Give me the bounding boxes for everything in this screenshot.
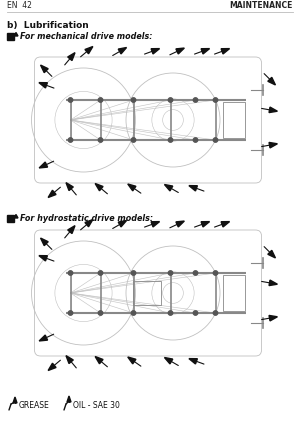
Polygon shape (13, 397, 17, 403)
Circle shape (98, 138, 103, 142)
Bar (223, 102, 244, 138)
Polygon shape (68, 53, 75, 60)
Polygon shape (66, 356, 73, 363)
Circle shape (193, 98, 198, 102)
Circle shape (68, 311, 73, 315)
Polygon shape (118, 48, 127, 54)
Text: For hydrostatic drive models:: For hydrostatic drive models: (20, 214, 153, 223)
Polygon shape (201, 222, 210, 227)
Polygon shape (39, 83, 47, 88)
Polygon shape (128, 184, 136, 191)
Circle shape (98, 271, 103, 275)
Bar (223, 275, 244, 311)
Polygon shape (128, 357, 136, 364)
Polygon shape (40, 238, 48, 246)
Polygon shape (269, 107, 278, 112)
Text: MAINTENANCE: MAINTENANCE (230, 0, 293, 9)
Circle shape (168, 311, 173, 315)
Polygon shape (48, 363, 56, 371)
Bar (7, 215, 14, 222)
Circle shape (193, 271, 198, 275)
Circle shape (68, 271, 73, 275)
Polygon shape (189, 186, 197, 191)
Circle shape (213, 311, 218, 315)
Circle shape (168, 98, 173, 102)
Polygon shape (269, 280, 278, 285)
Polygon shape (151, 49, 160, 54)
Circle shape (68, 138, 73, 142)
Polygon shape (68, 226, 75, 233)
Text: OIL - SAE 30: OIL - SAE 30 (73, 401, 120, 411)
Polygon shape (95, 357, 103, 364)
Polygon shape (189, 359, 197, 364)
Polygon shape (176, 48, 184, 54)
Text: For mechanical drive models:: For mechanical drive models: (20, 32, 152, 41)
Circle shape (131, 271, 136, 275)
Polygon shape (269, 315, 278, 321)
Polygon shape (39, 162, 48, 168)
Polygon shape (14, 215, 18, 218)
Polygon shape (201, 49, 210, 54)
Circle shape (193, 311, 198, 315)
Circle shape (213, 271, 218, 275)
Circle shape (68, 98, 73, 102)
Polygon shape (268, 250, 275, 258)
Bar (133, 281, 161, 305)
Polygon shape (67, 396, 71, 402)
Circle shape (168, 138, 173, 142)
Polygon shape (85, 219, 93, 227)
Circle shape (98, 98, 103, 102)
Polygon shape (268, 77, 275, 85)
Circle shape (213, 98, 218, 102)
Circle shape (131, 311, 136, 315)
Circle shape (213, 138, 218, 142)
Polygon shape (66, 183, 73, 190)
Polygon shape (85, 46, 93, 54)
Polygon shape (221, 222, 230, 227)
Text: b)  Lubrification: b) Lubrification (7, 21, 89, 30)
Circle shape (168, 271, 173, 275)
Bar (7, 32, 14, 40)
Circle shape (193, 138, 198, 142)
Polygon shape (95, 184, 103, 191)
Polygon shape (14, 32, 18, 36)
Polygon shape (221, 49, 230, 54)
Polygon shape (40, 65, 48, 73)
Polygon shape (39, 256, 47, 261)
Polygon shape (176, 221, 184, 227)
Polygon shape (164, 357, 173, 364)
Circle shape (131, 98, 136, 102)
Circle shape (131, 138, 136, 142)
Polygon shape (48, 190, 56, 198)
Polygon shape (164, 184, 173, 191)
Polygon shape (118, 221, 127, 227)
Polygon shape (39, 335, 48, 341)
Polygon shape (151, 222, 160, 227)
Circle shape (98, 311, 103, 315)
Text: EN  42: EN 42 (7, 0, 32, 9)
Text: GREASE: GREASE (19, 401, 50, 411)
Polygon shape (269, 142, 278, 148)
